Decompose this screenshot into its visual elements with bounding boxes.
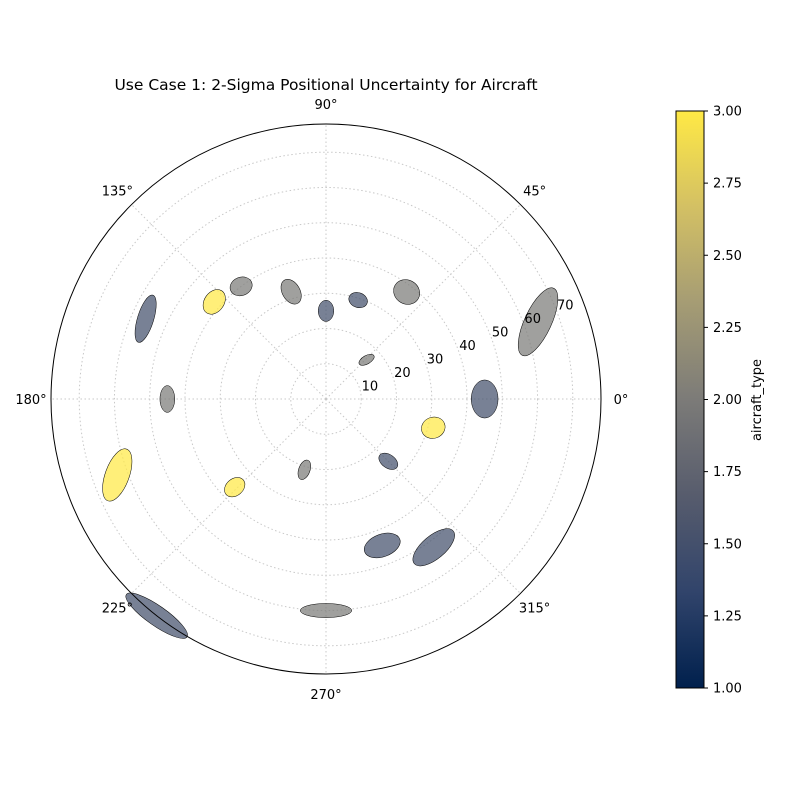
radial-tick-label: 40 <box>459 339 476 354</box>
aircraft-uncertainty-ellipse <box>358 353 375 366</box>
angle-tick-label: 90° <box>314 98 337 113</box>
aircraft-uncertainty-ellipse <box>280 279 302 305</box>
colorbar-tick-label: 1.00 <box>713 682 742 697</box>
angle-tick-label: 180° <box>15 393 46 408</box>
aircraft-uncertainty-ellipse <box>134 294 157 343</box>
aircraft-uncertainty-ellipse <box>378 452 399 470</box>
aircraft-uncertainty-ellipse <box>229 276 253 297</box>
angle-tick-label: 270° <box>310 688 341 703</box>
radial-tick-label: 60 <box>524 312 541 327</box>
chart-title: Use Case 1: 2-Sigma Positional Uncertain… <box>114 76 537 94</box>
aircraft-uncertainty-ellipse <box>224 477 246 498</box>
colorbar-ticks: 1.00 1.25 1.50 1.75 2.00 2.25 2.50 2.75 3.00 <box>704 105 742 697</box>
colorbar-gradient <box>675 110 705 689</box>
colorbar-tick-label: 2.50 <box>713 249 742 264</box>
radial-grid-circle <box>78 151 574 647</box>
colorbar-tick-label: 1.50 <box>713 537 742 552</box>
angle-tick-labels: 0° 45° 90° 135° 180° 225° 270° 315° <box>15 98 628 703</box>
colorbar-tick-label: 2.00 <box>713 393 742 408</box>
radial-tick-label: 20 <box>394 366 411 381</box>
aircraft-uncertainty-ellipse <box>297 459 311 480</box>
angle-tick-label: 45° <box>523 184 546 199</box>
angular-grid-line <box>131 204 327 400</box>
aircraft-uncertainty-ellipse <box>363 532 401 559</box>
radial-tick-label: 30 <box>427 353 444 368</box>
polar-grid <box>51 124 601 674</box>
radial-grid-circle <box>219 292 433 506</box>
aircraft-uncertainty-ellipse <box>202 289 226 315</box>
aircraft-uncertainty-ellipse <box>421 416 446 439</box>
angular-grid-line <box>325 204 521 400</box>
aircraft-uncertainty-ellipse <box>471 379 499 419</box>
aircraft-uncertainty-ellipse <box>412 528 455 567</box>
aircraft-uncertainty-ellipse <box>102 448 133 502</box>
aircraft-uncertainty-ellipse <box>517 287 559 357</box>
radial-grid-circle <box>290 363 362 435</box>
colorbar-tick-label: 1.75 <box>713 465 742 480</box>
colorbar-tick-label: 1.25 <box>713 609 742 624</box>
aircraft-uncertainty-ellipse <box>317 300 335 322</box>
angle-tick-label: 135° <box>102 184 133 199</box>
polar-outer-ring <box>50 123 602 675</box>
aircraft-uncertainty-ellipse <box>393 279 420 305</box>
colorbar-tick-label: 2.75 <box>713 177 742 192</box>
angle-tick-label: 315° <box>519 602 550 617</box>
polar-axes: 0° 45° 90° 135° 180° 225° 270° 315° 10 20 30 40 50 6… <box>15 98 628 703</box>
radial-tick-labels: 10 20 30 40 50 60 70 <box>362 299 574 395</box>
radial-tick-label: 10 <box>362 380 379 395</box>
colorbar-tick-label: 2.25 <box>713 321 742 336</box>
radial-tick-label: 50 <box>492 326 509 341</box>
aircraft-uncertainty-ellipse <box>348 292 368 309</box>
colorbar-tick-label: 3.00 <box>713 105 742 120</box>
angle-tick-label: 225° <box>102 602 133 617</box>
angular-grid-line <box>325 398 521 594</box>
aircraft-uncertainty-ellipse <box>159 385 176 413</box>
colorbar-label: aircraft_type <box>750 359 765 441</box>
angle-tick-label: 0° <box>614 393 629 408</box>
radial-grid-circle <box>254 327 398 471</box>
colorbar: 1.00 1.25 1.50 1.75 2.00 2.25 2.50 2.75 3.00 air… <box>675 105 765 697</box>
radial-tick-label: 70 <box>557 299 574 314</box>
aircraft-uncertainty-ellipse <box>300 603 352 618</box>
